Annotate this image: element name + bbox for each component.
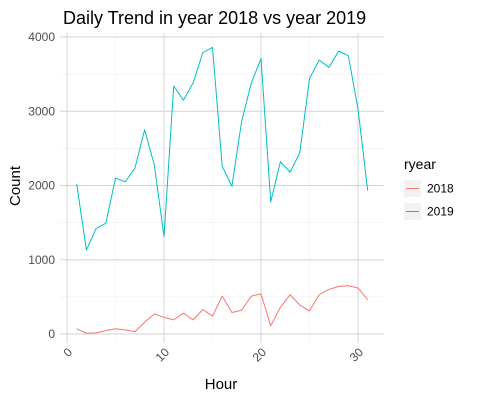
legend-title: ryear (404, 156, 436, 172)
y-tick-label: 4000 (28, 30, 55, 44)
series-line-2019 (77, 47, 368, 250)
y-axis-title: Count (7, 165, 24, 206)
legend-label: 2019 (427, 205, 454, 219)
x-tick-label: 20 (250, 345, 270, 365)
legend-label: 2018 (427, 182, 454, 196)
y-tick-labels: 0 1000 2000 3000 4000 (28, 30, 55, 341)
legend: ryear 2018 2019 (404, 156, 454, 220)
series-line-2018 (77, 286, 368, 334)
chart-title: Daily Trend in year 2018 vs year 2019 (63, 8, 366, 28)
y-tick-label: 1000 (28, 253, 55, 267)
y-tick-label: 3000 (28, 104, 55, 118)
x-tick-label: 30 (347, 345, 367, 365)
x-tick-label: 10 (153, 345, 173, 365)
x-axis-title: Hour (205, 376, 238, 393)
x-tick-labels: 0 10 20 30 (60, 345, 366, 365)
y-tick-label: 0 (48, 327, 55, 341)
x-tick-label: 0 (60, 345, 75, 360)
y-tick-label: 2000 (28, 179, 55, 193)
series-lines (77, 47, 368, 333)
